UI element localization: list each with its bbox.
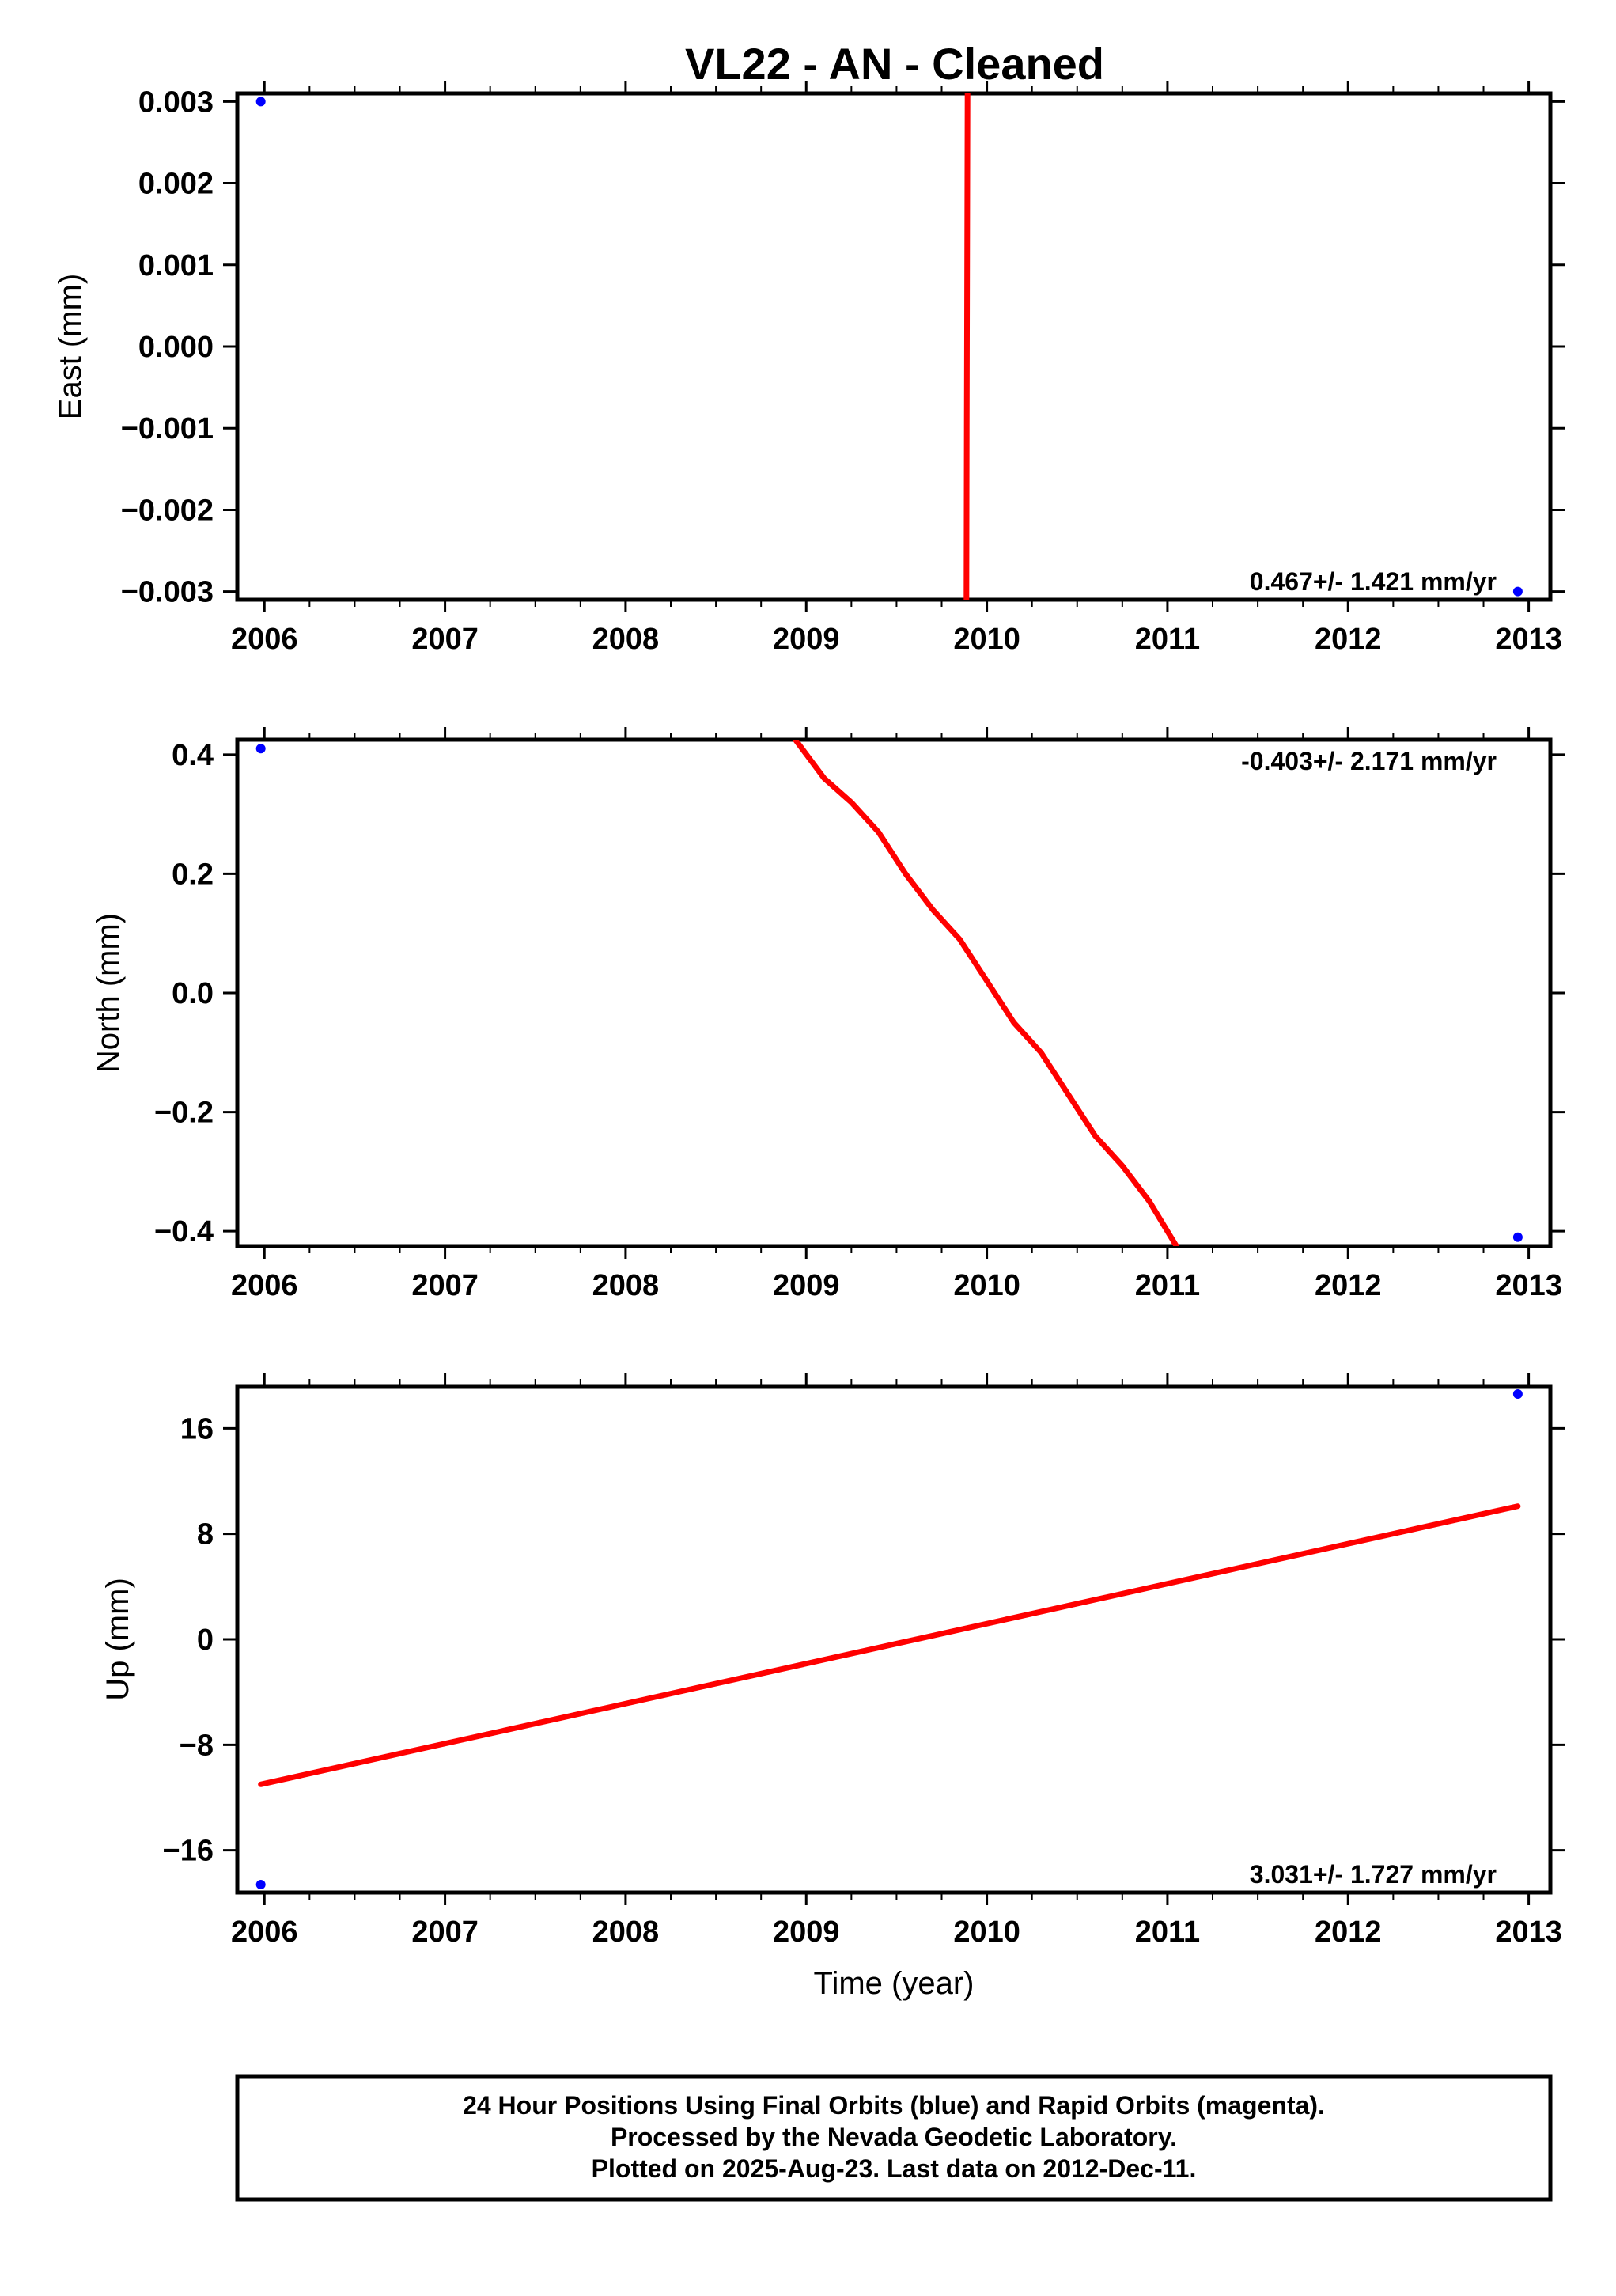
panel-3-y-tick-label: 8 bbox=[197, 1518, 214, 1552]
panel-1-data-point bbox=[1512, 586, 1523, 597]
panel-1-y-tick-label: −0.003 bbox=[121, 576, 214, 609]
caption-line-1: 24 Hour Positions Using Final Orbits (bl… bbox=[463, 2091, 1325, 2120]
panel-2-data-point bbox=[1512, 1232, 1523, 1242]
panel-1-x-tick-label: 2010 bbox=[953, 623, 1020, 656]
panel-3-x-tick-label: 2010 bbox=[953, 1915, 1020, 1949]
panel-1-x-tick-label: 2009 bbox=[773, 623, 840, 656]
panel-1-y-axis-title: East (mm) bbox=[53, 274, 88, 419]
panel-1: 2006 2007 2008 2009 2010 2011 2012 2013 0.003 0.0… bbox=[53, 81, 1565, 656]
caption-line-3: Plotted on 2025-Aug-23. Last data on 201… bbox=[592, 2154, 1197, 2183]
panel-2-data-point bbox=[255, 744, 266, 754]
panel-3: 2006 2007 2008 2009 2010 2011 2012 2013 16 8 0 −8 −1… bbox=[100, 1373, 1565, 2001]
panel-2-x-tick-label: 2013 bbox=[1495, 1269, 1562, 1302]
panel-3-y-axis-title: Up (mm) bbox=[100, 1578, 135, 1701]
panel-3-data-point bbox=[1512, 1389, 1523, 1399]
panel-2-y-tick-label: 0.0 bbox=[172, 977, 214, 1010]
panel-1-y-tick-label: 0.001 bbox=[138, 249, 214, 282]
panel-2-y-tick-label: 0.4 bbox=[172, 739, 214, 772]
panel-2-fit-line bbox=[793, 740, 1179, 1246]
panel-3-x-tick-label: 2007 bbox=[411, 1915, 479, 1949]
panel-3-x-tick-label: 2012 bbox=[1315, 1915, 1382, 1949]
panel-3-x-tick-label: 2008 bbox=[592, 1915, 660, 1949]
panel-3-fit-line bbox=[258, 1503, 1521, 1787]
panel-1-y-tick-label: 0.002 bbox=[138, 168, 214, 201]
panel-1-x-tick-label: 2008 bbox=[592, 623, 660, 656]
panel-2-x-tick-label: 2006 bbox=[231, 1269, 298, 1302]
panel-1-rate-label: 0.467+/- 1.421 mm/yr bbox=[1250, 567, 1497, 596]
panel-3-y-tick-label: −8 bbox=[180, 1729, 214, 1762]
panel-1-y-tick-label: 0.000 bbox=[138, 331, 214, 364]
panel-1-y-tick-label: −0.001 bbox=[121, 412, 214, 445]
panel-2: 2006 2007 2008 2009 2010 2011 2012 2013 0.4 0.2 0.… bbox=[91, 727, 1565, 1302]
panel-1-x-tick-label: 2006 bbox=[231, 623, 298, 656]
panel-2-x-tick-label: 2010 bbox=[953, 1269, 1020, 1302]
panel-3-data-point bbox=[255, 1880, 266, 1889]
panel-3-x-tick-label: 2013 bbox=[1495, 1915, 1562, 1949]
panel-2-x-tick-label: 2012 bbox=[1315, 1269, 1382, 1302]
panel-1-y-tick-label: −0.002 bbox=[121, 494, 214, 527]
panel-1-x-tick-label: 2013 bbox=[1495, 623, 1562, 656]
panel-3-y-tick-label: 16 bbox=[180, 1412, 214, 1445]
panel-2-y-axis-title: North (mm) bbox=[91, 913, 126, 1073]
panel-3-x-axis-title: Time (year) bbox=[814, 1966, 975, 2001]
panel-3-x-tick-label: 2009 bbox=[773, 1915, 840, 1949]
panel-3-x-tick-label: 2006 bbox=[231, 1915, 298, 1949]
panel-2-y-tick-label: 0.2 bbox=[172, 858, 214, 891]
caption-frame bbox=[235, 2074, 1553, 2202]
chart-title: VL22 - AN - Cleaned bbox=[685, 39, 1104, 89]
panels: 2006 2007 2008 2009 2010 2011 2012 2013 0.003 0.0… bbox=[53, 81, 1565, 2001]
panel-1-x-tick-label: 2012 bbox=[1315, 623, 1382, 656]
panel-2-x-tick-label: 2008 bbox=[592, 1269, 660, 1302]
panel-1-x-tick-label: 2011 bbox=[1135, 623, 1200, 656]
panel-2-x-tick-label: 2011 bbox=[1135, 1269, 1200, 1302]
caption-box: 24 Hour Positions Using Final Orbits (bl… bbox=[235, 2074, 1553, 2202]
panel-2-x-tick-label: 2009 bbox=[773, 1269, 840, 1302]
panel-2-y-tick-label: −0.4 bbox=[154, 1215, 214, 1248]
caption-line-2: Processed by the Nevada Geodetic Laborat… bbox=[611, 2123, 1177, 2151]
panel-2-rate-label: -0.403+/- 2.171 mm/yr bbox=[1241, 747, 1497, 775]
panel-2-x-tick-label: 2007 bbox=[411, 1269, 479, 1302]
panel-3-y-tick-label: −16 bbox=[163, 1835, 214, 1868]
panel-1-data-point bbox=[255, 97, 266, 107]
panel-1-x-tick-label: 2007 bbox=[411, 623, 479, 656]
panel-3-y-tick-label: 0 bbox=[197, 1623, 214, 1657]
panel-1-y-tick-label: 0.003 bbox=[138, 85, 214, 119]
panel-3-rate-label: 3.031+/- 1.727 mm/yr bbox=[1250, 1860, 1497, 1889]
panel-2-y-tick-label: −0.2 bbox=[154, 1097, 214, 1130]
panel-3-x-tick-label: 2011 bbox=[1135, 1915, 1200, 1949]
